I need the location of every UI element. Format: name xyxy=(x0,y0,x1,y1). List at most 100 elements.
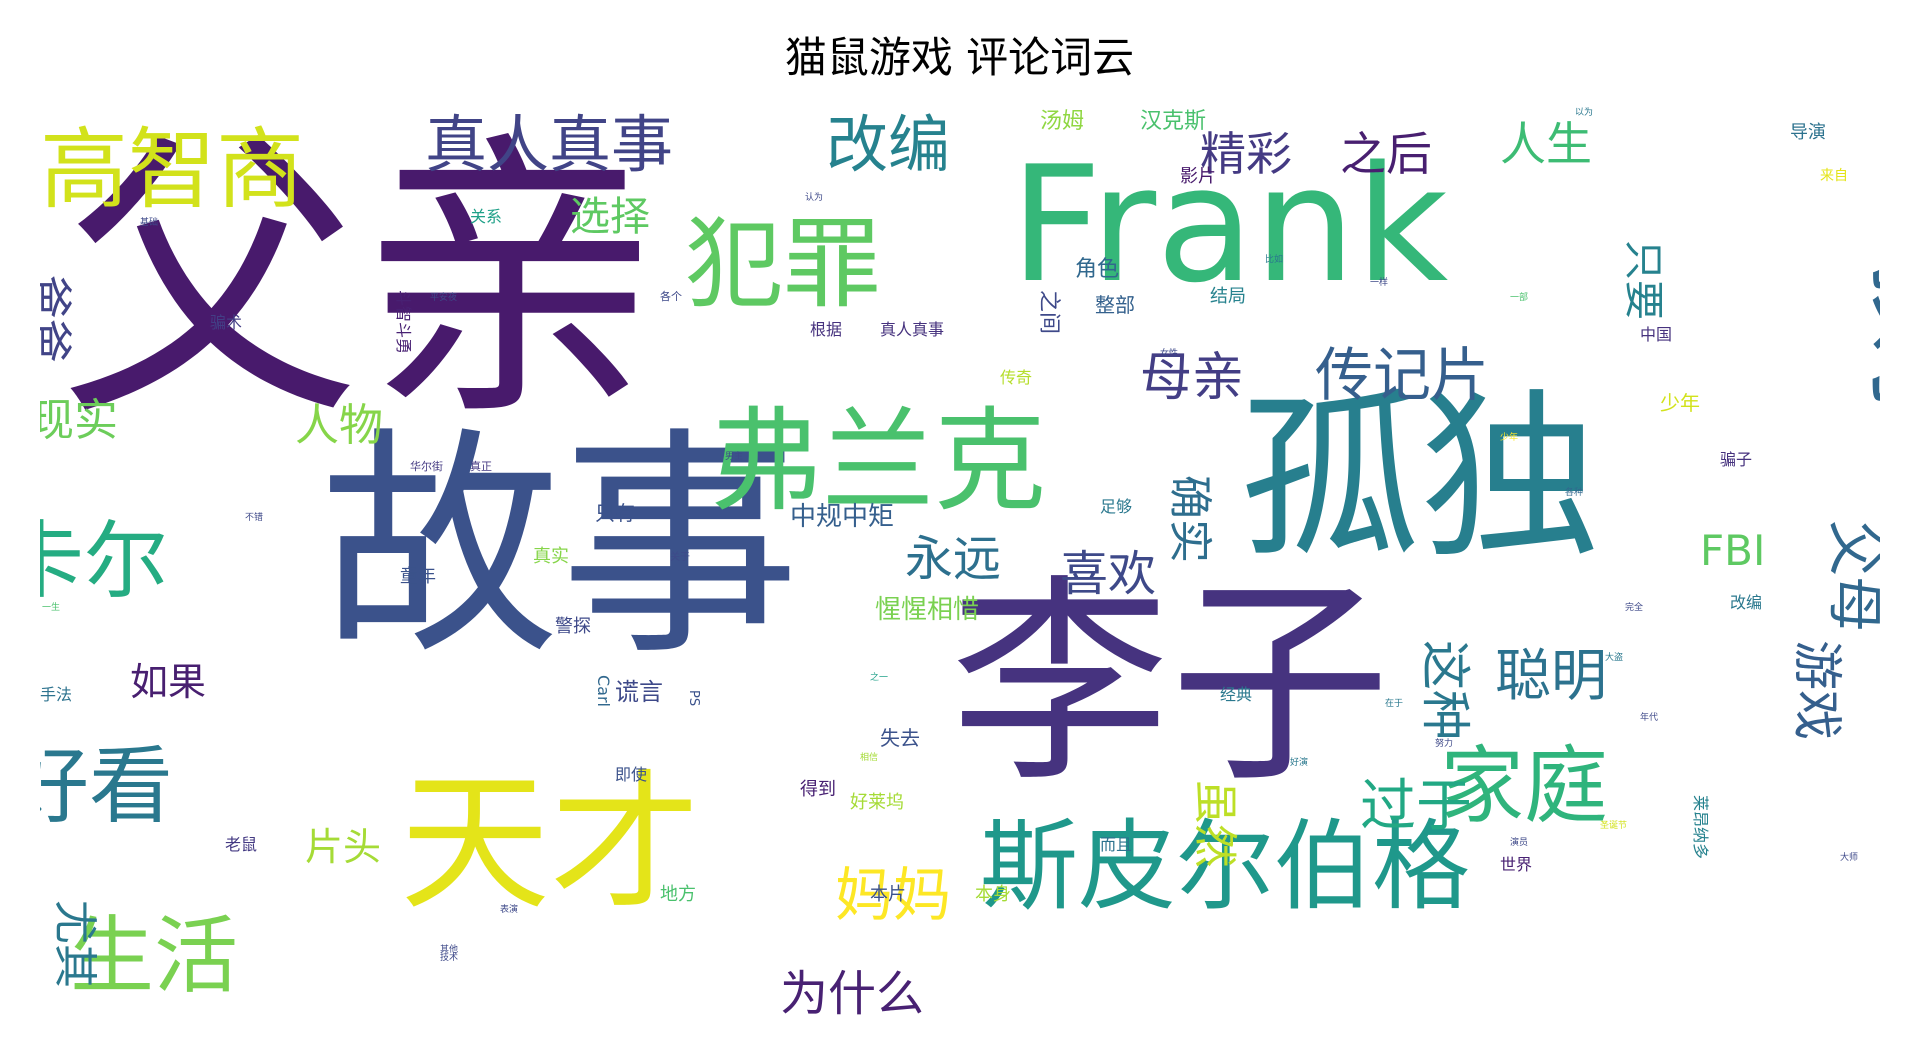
word-5: 孤独 xyxy=(1240,374,1600,583)
word-93: 女性 xyxy=(1160,347,1178,359)
word-37: 现实 xyxy=(40,395,118,446)
word-7: 弗兰克 xyxy=(710,397,1046,527)
word-101: 其他 xyxy=(440,943,458,955)
word-18: 传记片 xyxy=(1315,341,1489,409)
word-69: 经典 xyxy=(1220,685,1252,704)
word-53: 结局 xyxy=(1210,286,1246,307)
word-80: 莱昂纳多 xyxy=(1691,795,1710,859)
word-12: 家庭 xyxy=(1440,737,1608,835)
word-19: 母亲 xyxy=(1140,348,1244,408)
word-43: 中规中矩 xyxy=(790,502,894,532)
word-28: 为什么 xyxy=(780,966,924,1022)
word-22: 人生 xyxy=(1500,117,1592,171)
word-76: 本片 xyxy=(870,884,906,905)
word-85: 各个 xyxy=(660,289,682,303)
word-110: 努力 xyxy=(1435,737,1453,749)
word-16: 真人真事 xyxy=(425,108,673,181)
word-3: 李子 xyxy=(950,556,1390,812)
word-58: 根据 xyxy=(810,320,842,339)
word-88: 之一 xyxy=(870,671,888,683)
word-72: 得到 xyxy=(800,779,836,800)
word-64: 真实 xyxy=(533,546,569,567)
word-67: 足够 xyxy=(1100,497,1132,516)
word-33: 确实 xyxy=(1164,475,1215,563)
word-23: 妈妈 xyxy=(835,861,951,929)
word-35: 爸爸 xyxy=(40,275,75,363)
word-100: 大师 xyxy=(1840,851,1858,863)
word-94: 不错 xyxy=(245,511,263,523)
word-103: 以为 xyxy=(1575,106,1593,118)
word-56: 骗术 xyxy=(210,313,242,332)
word-29: 父母 xyxy=(1821,520,1880,632)
word-86: Carl xyxy=(594,675,613,707)
word-57: 传奇 xyxy=(1000,368,1032,387)
word-71: 即使 xyxy=(615,765,647,784)
word-77: 本身 xyxy=(975,884,1011,905)
word-8: 斯皮尔伯格 xyxy=(980,810,1470,924)
word-60: 中国 xyxy=(1640,325,1672,344)
word-45: 谎言 xyxy=(615,678,663,706)
word-31: 这种 xyxy=(1416,640,1474,740)
word-4: Frank xyxy=(1010,131,1449,318)
word-73: 好莱坞 xyxy=(850,792,904,813)
word-17: 改编 xyxy=(826,108,950,181)
word-49: 导演 xyxy=(1790,122,1826,143)
word-115: 一样 xyxy=(1370,276,1388,288)
word-66: 警探 xyxy=(555,616,591,637)
word-38: 人物 xyxy=(295,400,383,451)
word-106: 年代 xyxy=(1640,711,1658,723)
chart-title: 猫鼠游戏 评论词云 xyxy=(784,33,1135,82)
word-54: 之间 xyxy=(1036,290,1061,334)
word-81: 手法 xyxy=(40,685,72,704)
word-62: 骗子 xyxy=(1720,450,1752,469)
word-10: 高智商 xyxy=(40,118,304,221)
word-83: 华尔街 xyxy=(410,459,443,473)
word-40: 如果 xyxy=(130,660,206,704)
word-102: 平安夜 xyxy=(430,291,457,303)
word-48: 影片 xyxy=(1180,166,1216,187)
word-55: 关系 xyxy=(470,207,502,226)
word-15: 孩子 xyxy=(1859,265,1880,441)
word-27: 永远 xyxy=(905,531,1001,587)
word-90: 一生 xyxy=(42,601,60,613)
word-111: 圣诞节 xyxy=(1600,820,1627,831)
word-14: 生活 xyxy=(70,907,238,1005)
word-21: 之后 xyxy=(1340,127,1432,181)
word-50: 来自 xyxy=(1820,168,1848,184)
word-59: 真人真事 xyxy=(880,320,944,339)
word-36: 尤其 xyxy=(49,900,100,988)
word-114: 一部 xyxy=(1510,291,1528,303)
word-89: 基础 xyxy=(140,216,158,228)
word-34: FBI xyxy=(1700,526,1765,575)
word-25: 过于 xyxy=(1360,774,1472,839)
word-39: 选择 xyxy=(570,194,650,240)
word-20: 精彩 xyxy=(1200,127,1292,181)
word-24: 聪明 xyxy=(1495,644,1607,709)
word-95: 男主 xyxy=(725,450,743,462)
word-98: 完全 xyxy=(1625,601,1643,613)
word-112: 相信 xyxy=(860,751,878,763)
word-99: 大盗 xyxy=(1605,651,1623,663)
word-91: 关于 xyxy=(670,550,690,563)
word-75: 地方 xyxy=(660,884,696,905)
word-97: 演员 xyxy=(1510,836,1528,848)
word-87: PS xyxy=(686,690,701,706)
word-70: 失去 xyxy=(880,726,920,750)
word-46: 汤姆 xyxy=(1040,109,1084,134)
word-11: 卡尔 xyxy=(40,512,168,610)
word-32: 虽然 xyxy=(1189,780,1240,868)
word-63: 只有 xyxy=(595,501,635,525)
word-9: 犯罪 xyxy=(685,208,881,322)
word-52: 整部 xyxy=(1095,293,1135,317)
word-44: 惺惺相惜 xyxy=(875,595,979,625)
word-65: 童年 xyxy=(400,566,436,587)
word-42: 只要 xyxy=(1620,240,1666,320)
word-107: 表演 xyxy=(500,903,518,915)
word-30: 游戏 xyxy=(1788,640,1846,740)
word-68: 改编 xyxy=(1730,593,1762,612)
word-26: 喜欢 xyxy=(1060,546,1156,602)
word-109: 各种 xyxy=(1565,486,1583,498)
word-108: 比如 xyxy=(1265,253,1283,265)
word-47: 汉克斯 xyxy=(1140,109,1206,134)
word-6: 天才 xyxy=(400,757,700,931)
